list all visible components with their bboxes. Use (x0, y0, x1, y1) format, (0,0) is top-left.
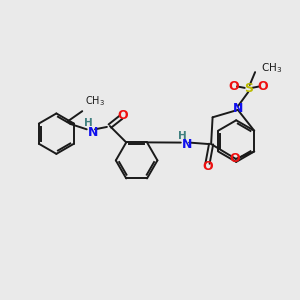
Text: N: N (233, 102, 243, 115)
Text: O: O (229, 152, 240, 165)
Text: O: O (258, 80, 268, 93)
Text: N: N (182, 138, 193, 152)
Text: CH$_3$: CH$_3$ (85, 94, 105, 108)
Text: CH$_3$: CH$_3$ (261, 61, 282, 75)
Text: O: O (202, 160, 213, 173)
Text: S: S (244, 82, 253, 95)
Text: N: N (88, 126, 98, 139)
Text: H: H (178, 131, 187, 141)
Text: H: H (84, 118, 93, 128)
Text: O: O (228, 80, 239, 93)
Text: O: O (118, 109, 128, 122)
